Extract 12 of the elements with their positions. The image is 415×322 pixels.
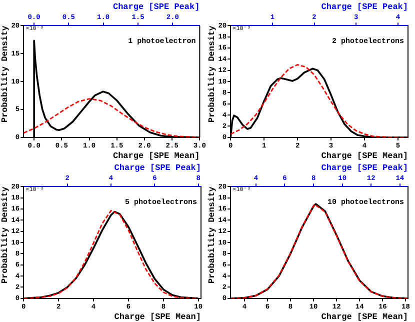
x-axis-title: Charge [SPE Mean] bbox=[321, 151, 408, 162]
x-axis-title: Charge [SPE Mean] bbox=[321, 312, 408, 322]
y-axis-title: Probability Density bbox=[207, 186, 218, 284]
x2-axis-title: Charge [SPE Peak] bbox=[321, 2, 408, 12]
x2-axis-title: Charge [SPE Peak] bbox=[112, 2, 200, 12]
y-axis-title: Probability Density bbox=[0, 26, 10, 123]
x-axis-title: Charge [SPE Mean] bbox=[114, 312, 201, 322]
x2-axis-title: Charge [SPE Peak] bbox=[321, 163, 408, 174]
x-axis-title: Charge [SPE Mean] bbox=[112, 151, 200, 162]
x2-axis-title: Charge [SPE Peak] bbox=[114, 163, 201, 174]
y-axis-title: Probability Density bbox=[0, 186, 10, 284]
y-axis-title: Probability Density bbox=[207, 26, 218, 123]
